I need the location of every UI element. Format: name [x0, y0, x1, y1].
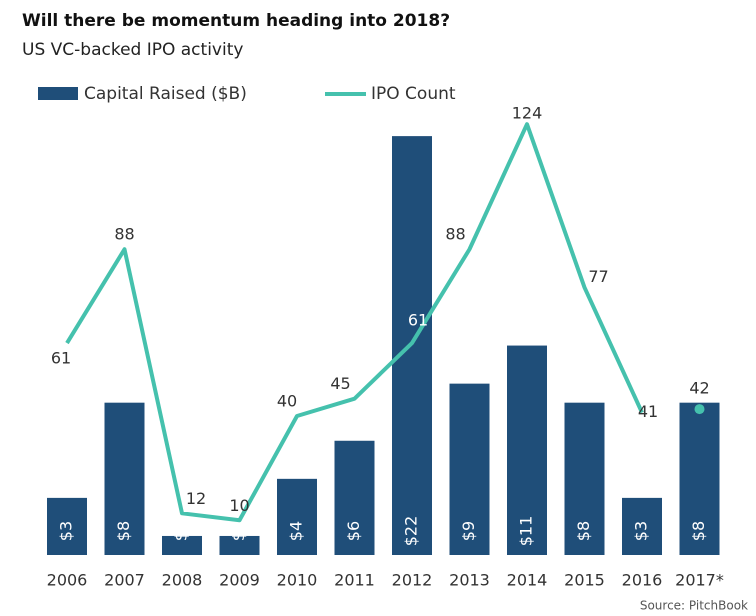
bar [162, 535, 202, 555]
line-value-label: 41 [638, 402, 658, 421]
bar-value-label: $1 [229, 521, 248, 541]
bar-value-label: $8 [689, 521, 708, 541]
x-tick-label: 2012 [392, 571, 433, 590]
legend-label: IPO Count [371, 84, 456, 104]
bar [334, 440, 375, 555]
x-tick-label: 2008 [162, 571, 203, 590]
bar [47, 497, 87, 555]
chart-title: Will there be momentum heading into 2018… [22, 11, 450, 31]
line-value-label: 61 [51, 349, 71, 368]
chart-subtitle: US VC-backed IPO activity [22, 40, 243, 60]
line-value-label: 88 [114, 225, 134, 244]
source: Source: PitchBook [640, 599, 748, 613]
bar [507, 345, 547, 555]
bar-value-label: $11 [517, 516, 536, 547]
bar [104, 402, 145, 555]
bar-value-label: $1 [172, 521, 191, 541]
x-tick-label: 2011 [334, 571, 375, 590]
bar-value-label: $3 [632, 521, 651, 541]
bar-value-label: $8 [114, 521, 133, 541]
bar [679, 402, 720, 555]
bar-value-label: $4 [287, 521, 306, 541]
x-tick-label: 2013 [449, 571, 490, 590]
bar [449, 383, 490, 555]
x-tick-label: 2014 [507, 571, 548, 590]
x-tick-label: 2017* [675, 571, 724, 590]
line-value-label: 88 [445, 225, 465, 244]
point [694, 404, 705, 415]
x-tick-label: 2006 [47, 571, 88, 590]
line-value-label: 42 [689, 379, 709, 398]
bar [622, 497, 662, 555]
bar [219, 535, 260, 555]
x-tick-label: 2009 [219, 571, 260, 590]
x-tick-label: 2010 [277, 571, 318, 590]
line-value-label: 10 [229, 496, 249, 515]
line-value-label: 45 [330, 374, 350, 393]
legend-swatch [38, 87, 78, 100]
bar-value-label: $3 [57, 521, 76, 541]
bar-value-label: $22 [402, 516, 421, 547]
bar-value-label: $6 [344, 521, 363, 541]
bar [564, 402, 605, 555]
line-value-label: 77 [588, 267, 608, 286]
bar [277, 478, 317, 555]
line-value-label: 40 [277, 392, 297, 411]
bar-value-label: $9 [459, 521, 478, 541]
line-value-label: 61 [408, 311, 428, 330]
x-tick-label: 2016 [622, 571, 663, 590]
line [65, 122, 644, 523]
bar-value-label: $8 [574, 521, 593, 541]
line-value-label: 12 [186, 489, 206, 508]
x-tick-label: 2015 [564, 571, 605, 590]
line-value-label: 124 [512, 104, 543, 123]
x-tick-label: 2007 [104, 571, 145, 590]
legend-label: Capital Raised ($B) [84, 84, 247, 104]
